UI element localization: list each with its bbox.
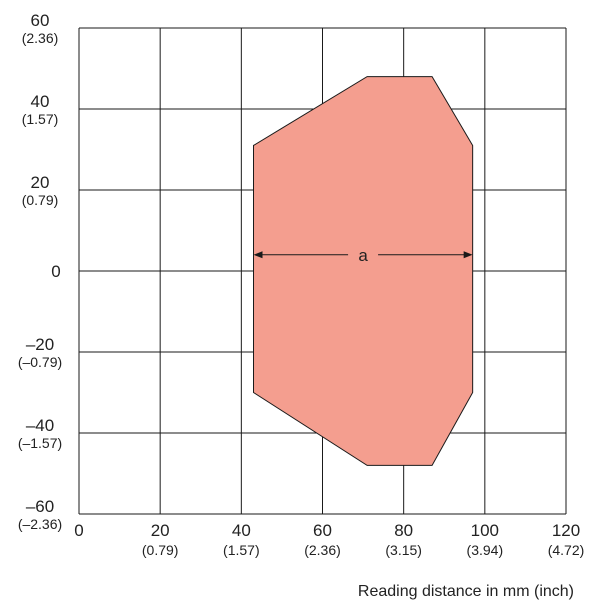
y-tick-label: 20 bbox=[31, 173, 50, 192]
x-tick-label: 80 bbox=[394, 521, 413, 540]
x-tick-sublabel: (1.57) bbox=[223, 542, 260, 558]
x-tick-label: 120 bbox=[552, 521, 580, 540]
dimension-annotation: a bbox=[253, 246, 473, 265]
dimension-arrow-right bbox=[463, 251, 473, 259]
x-tick-label: 20 bbox=[151, 521, 170, 540]
y-tick-label: 40 bbox=[31, 92, 50, 111]
y-tick-sublabel: (–0.79) bbox=[18, 354, 62, 370]
y-tick-sublabel: (2.36) bbox=[22, 30, 59, 46]
x-tick-sublabel: (3.15) bbox=[385, 542, 422, 558]
x-tick-sublabel: (3.94) bbox=[467, 542, 504, 558]
y-tick-sublabel: (0.79) bbox=[22, 192, 59, 208]
x-axis-label: Reading distance in mm (inch) bbox=[358, 583, 574, 600]
y-tick-sublabel: (1.57) bbox=[22, 111, 59, 127]
y-tick-sublabel: (–1.57) bbox=[18, 435, 62, 451]
y-tick-label: 0 bbox=[51, 262, 60, 281]
x-tick-label: 60 bbox=[313, 521, 332, 540]
y-tick-label: –60 bbox=[26, 497, 54, 516]
x-tick-sublabel: (0.79) bbox=[142, 542, 179, 558]
x-tick-label: 40 bbox=[232, 521, 251, 540]
dimension-label: a bbox=[358, 246, 368, 265]
y-tick-label: –40 bbox=[26, 416, 54, 435]
y-tick-label: 60 bbox=[31, 11, 50, 30]
y-tick-label: –20 bbox=[26, 335, 54, 354]
x-tick-label: 100 bbox=[471, 521, 499, 540]
dimension-arrow-left bbox=[253, 251, 263, 259]
y-tick-sublabel: (–2.36) bbox=[18, 516, 62, 532]
x-tick-label: 0 bbox=[74, 521, 83, 540]
x-tick-sublabel: (2.36) bbox=[304, 542, 341, 558]
reading-field-area bbox=[253, 76, 474, 466]
y-tick-labels: 60(2.36)40(1.57)20(0.79)0–20(–0.79)–40(–… bbox=[18, 11, 62, 532]
x-tick-sublabel: (4.72) bbox=[548, 542, 585, 558]
x-tick-labels: 0 20 (0.79) 40 (1.57) 60 (2.36) 80 (3.15) 100 (3.9… bbox=[74, 521, 584, 558]
